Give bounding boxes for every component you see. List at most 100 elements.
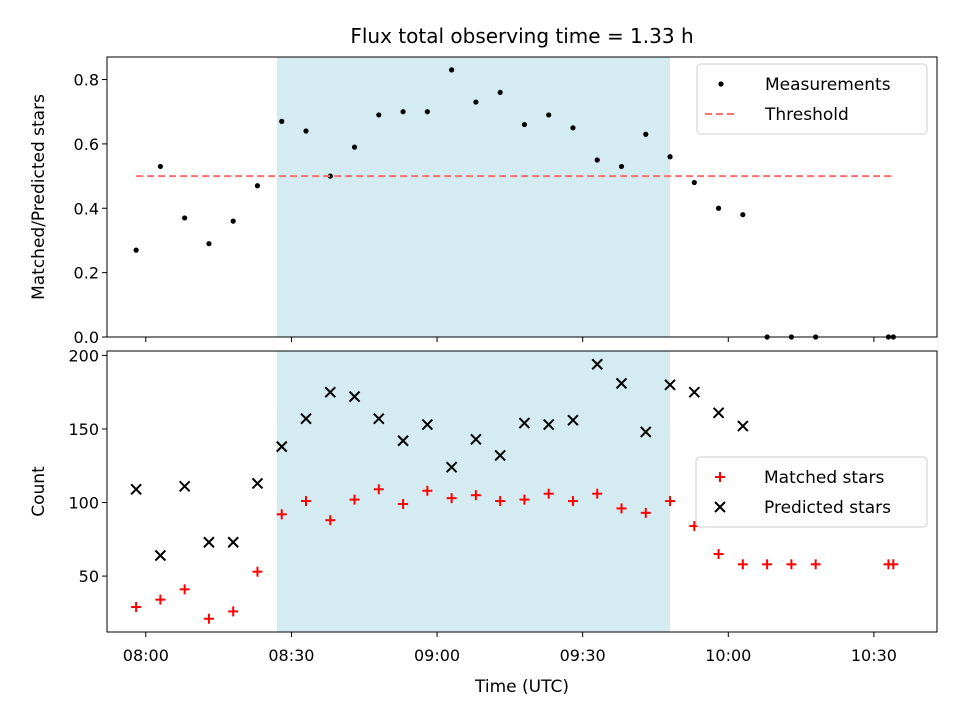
- data-point: [254, 183, 261, 189]
- data-point: [131, 601, 142, 612]
- data-point: [446, 493, 457, 504]
- marker-stroke: [470, 433, 482, 445]
- legend-box: [695, 456, 928, 528]
- marker-stroke: [445, 461, 458, 473]
- marker-stroke: [542, 418, 555, 431]
- data-point: [737, 559, 748, 570]
- data-point: [206, 241, 212, 247]
- data-point: [348, 390, 361, 403]
- marker-stroke: [567, 414, 579, 426]
- marker-stroke: [348, 390, 361, 403]
- marker-stroke: [373, 412, 385, 425]
- data-point: [567, 414, 579, 426]
- marker-stroke: [130, 483, 142, 496]
- data-point: [303, 128, 309, 134]
- data-point: [203, 613, 214, 624]
- data-point: [251, 477, 264, 490]
- data-point: [591, 358, 603, 370]
- data-point: [616, 503, 627, 514]
- y-tick-label: 150: [68, 420, 99, 439]
- data-point: [424, 109, 430, 115]
- legend-swatch: [718, 81, 724, 87]
- marker-stroke: [154, 549, 167, 562]
- y-axis-label: Matched/Predicted stars: [29, 94, 49, 300]
- data-point: [737, 420, 749, 432]
- marker-stroke: [178, 480, 191, 493]
- data-point: [762, 559, 773, 570]
- y-tick-label: 0.0: [74, 328, 99, 347]
- data-point: [182, 215, 188, 221]
- data-point: [470, 490, 481, 501]
- x-tick-label: 09:00: [414, 646, 460, 665]
- data-point: [542, 418, 555, 431]
- series-predicted-stars: [130, 358, 749, 562]
- observing-window-shade: [276, 351, 671, 632]
- y-tick-label: 100: [68, 494, 99, 513]
- y-tick-label: 200: [68, 346, 99, 365]
- data-point: [325, 515, 336, 526]
- data-point: [157, 163, 163, 170]
- data-point: [449, 67, 455, 73]
- data-point: [494, 449, 506, 462]
- data-point: [810, 559, 821, 570]
- data-point: [155, 594, 166, 605]
- data-point: [133, 247, 139, 253]
- data-point: [179, 584, 190, 595]
- marker-stroke: [251, 477, 264, 490]
- data-point: [665, 496, 676, 507]
- data-point: [519, 494, 530, 505]
- panel-1: 0.0 0.2 0.4 0.6 0.8 Matched/Predicted stars: [29, 56, 938, 347]
- legend-swatch: [714, 501, 726, 513]
- marker-stroke: [591, 358, 603, 370]
- y-axis-label: Count: [29, 466, 49, 517]
- marker-stroke: [203, 536, 215, 548]
- data-point: [376, 112, 382, 118]
- series-matched-stars: [131, 484, 899, 624]
- data-point: [667, 154, 673, 160]
- data-point: [592, 488, 603, 499]
- legend-label: Threshold: [764, 105, 849, 125]
- data-point: [230, 218, 236, 224]
- data-point: [351, 144, 358, 150]
- y-tick-label: 0.6: [74, 135, 99, 154]
- y-tick-label: 0.8: [74, 71, 99, 90]
- marker-stroke: [421, 418, 434, 431]
- plot-frame: [106, 56, 938, 338]
- series-measurements: [133, 67, 896, 340]
- data-point: [786, 559, 797, 570]
- marker-stroke: [397, 435, 409, 447]
- x-axis-label: Time (UTC): [474, 677, 569, 697]
- legend-bottom: Matched stars Predicted stars: [695, 456, 928, 528]
- data-point: [497, 89, 503, 96]
- data-point: [888, 559, 899, 570]
- observing-window-shade: [276, 57, 671, 337]
- data-point: [421, 418, 434, 431]
- data-point: [664, 379, 676, 391]
- data-point: [615, 377, 628, 390]
- data-point: [279, 118, 285, 124]
- chart-title: Flux total observing time = 1.33 h: [350, 24, 693, 48]
- x-tick-label: 10:30: [851, 646, 897, 665]
- data-point: [715, 205, 722, 211]
- data-point: [327, 173, 333, 179]
- legend-label: Predicted stars: [764, 498, 891, 518]
- data-point: [397, 435, 409, 447]
- x-tick-label: 09:30: [560, 646, 606, 665]
- data-point: [713, 549, 724, 560]
- data-point: [640, 507, 651, 518]
- data-point: [398, 499, 409, 510]
- marker-stroke: [640, 426, 652, 438]
- data-point: [178, 480, 191, 493]
- data-point: [445, 461, 458, 473]
- data-point: [154, 549, 167, 562]
- data-point: [276, 440, 288, 453]
- y-tick-label: 50: [79, 567, 99, 586]
- marker-stroke: [712, 407, 725, 419]
- marker-stroke: [494, 449, 506, 462]
- data-point: [228, 606, 239, 617]
- data-point: [252, 566, 263, 577]
- panel-2: 50 100 150 200 08:00 08:30 09:00 09:30 10:00 10:3…: [29, 346, 938, 665]
- marker-stroke: [276, 440, 288, 453]
- data-point: [373, 484, 384, 495]
